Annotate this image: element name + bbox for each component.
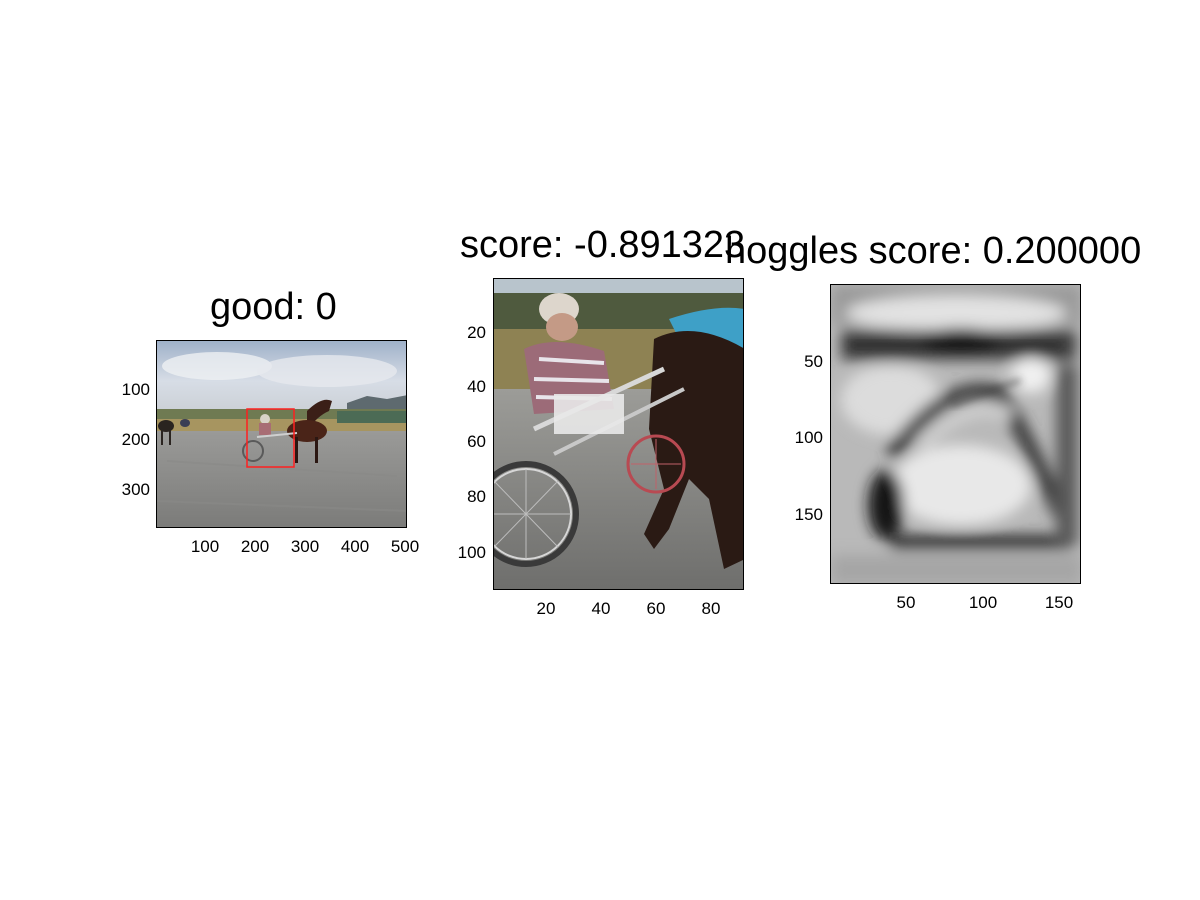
panel-2-xtick: 60 — [646, 599, 666, 618]
panel-2-title: score: -0.891323 — [460, 224, 746, 266]
panel-1-xtick: 500 — [390, 537, 420, 556]
panel-2-ytick: 60 — [467, 432, 486, 451]
panel-1-title: good: 0 — [210, 286, 337, 328]
panel-1-ytick: 200 — [121, 430, 150, 449]
panel-2-xtick: 40 — [591, 599, 611, 618]
panel-1-ytick: 100 — [121, 380, 150, 399]
panel-3-ytick: 50 — [804, 352, 823, 371]
panel-2-ytick: 100 — [457, 543, 486, 562]
panel-3-xtick: 150 — [1044, 593, 1074, 612]
panel-1-xtick: 100 — [190, 537, 220, 556]
detection-box — [246, 408, 295, 468]
panel-2-xtick: 20 — [536, 599, 556, 618]
panel-1-axes — [156, 340, 407, 528]
panel-2-axes — [493, 278, 744, 590]
panel-2-ytick: 40 — [467, 377, 486, 396]
panel-1-xtick: 200 — [240, 537, 270, 556]
panel-2-xtick: 80 — [701, 599, 721, 618]
racetrack-photo — [157, 341, 406, 527]
hoggles-visualization — [831, 285, 1080, 583]
panel-2-ytick: 20 — [467, 323, 486, 342]
panel-1-ytick: 300 — [121, 480, 150, 499]
panel-3-xtick: 100 — [968, 593, 998, 612]
panel-3-ytick: 100 — [794, 428, 823, 447]
panel-1-xtick: 400 — [340, 537, 370, 556]
panel-2-ytick: 80 — [467, 487, 486, 506]
panel-3-ytick: 150 — [794, 505, 823, 524]
panel-1-xtick: 300 — [290, 537, 320, 556]
panel-3-title: hoggles score: 0.200000 — [725, 230, 1142, 272]
panel-3-axes — [830, 284, 1081, 584]
panel-3-xtick: 50 — [896, 593, 916, 612]
cropped-photo — [494, 279, 743, 589]
